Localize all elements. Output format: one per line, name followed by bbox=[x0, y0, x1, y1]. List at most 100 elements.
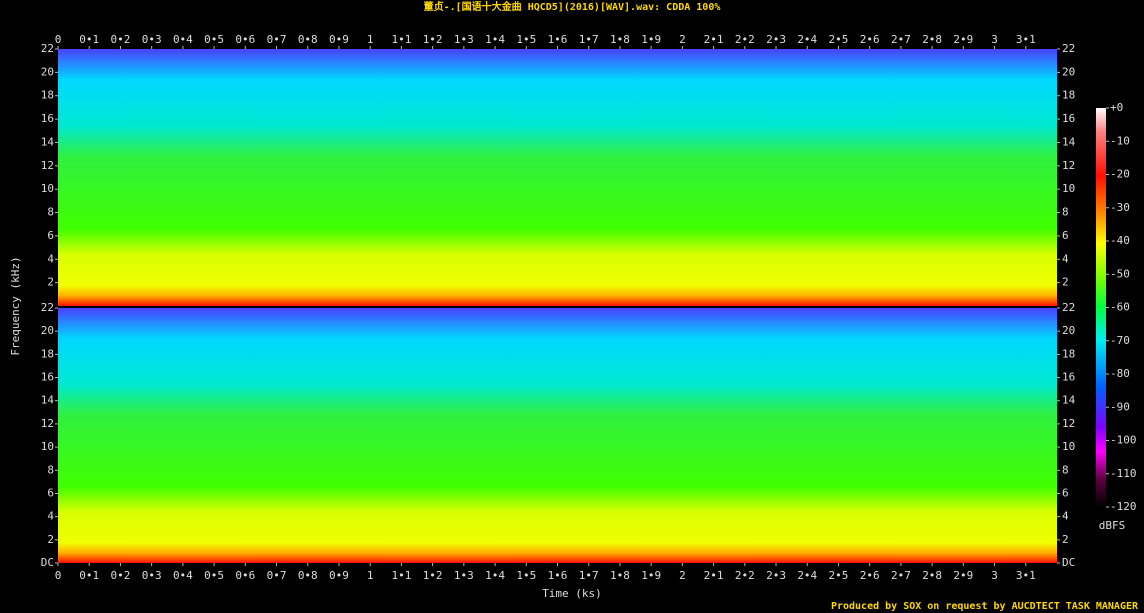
colorbar-tick-label: -100 bbox=[1110, 434, 1137, 447]
x-tick-label: 0•8 bbox=[298, 569, 318, 582]
y-tick-label: 20 bbox=[41, 324, 54, 337]
y-tick-label: 18 bbox=[1062, 347, 1075, 360]
x-tick-label: 1•1 bbox=[391, 33, 411, 46]
colorbar-tick-label: -110 bbox=[1110, 467, 1137, 480]
y-tick-label: 6 bbox=[47, 486, 54, 499]
y-tick-label: 14 bbox=[41, 394, 55, 407]
y-tick-label: 4 bbox=[47, 510, 54, 523]
y-tick-label: 2 bbox=[47, 533, 54, 546]
x-tick-label: 1•3 bbox=[454, 33, 474, 46]
colorbar-tick-label: -50 bbox=[1110, 267, 1130, 280]
y-tick-label: 8 bbox=[1062, 206, 1069, 219]
spectrogram-panel bbox=[58, 49, 1057, 306]
x-tick-label: 0 bbox=[55, 33, 62, 46]
colorbar-label: dBFS bbox=[1099, 519, 1126, 532]
x-tick-label: 2•7 bbox=[891, 569, 911, 582]
x-tick-label: 0•4 bbox=[173, 569, 193, 582]
x-tick-label: 0•9 bbox=[329, 33, 349, 46]
x-tick-label: 0•7 bbox=[267, 569, 287, 582]
colorbar-tick-label: -20 bbox=[1110, 168, 1130, 181]
y-tick-label: 2 bbox=[1062, 533, 1069, 546]
x-tick-label: 0•4 bbox=[173, 33, 193, 46]
y-tick-label: 16 bbox=[1062, 112, 1075, 125]
colorbar-tick-label: -80 bbox=[1110, 367, 1130, 380]
y-tick-label: 8 bbox=[47, 206, 54, 219]
x-tick-label: 2•6 bbox=[860, 569, 880, 582]
x-tick-label: 2•4 bbox=[797, 33, 817, 46]
x-tick-label: 0•2 bbox=[111, 569, 131, 582]
x-tick-label: 0•3 bbox=[142, 33, 162, 46]
y-tick-label: 4 bbox=[1062, 252, 1069, 265]
x-tick-label: 1•8 bbox=[610, 33, 630, 46]
x-tick-label: 0•5 bbox=[204, 569, 224, 582]
x-tick-label: 1•2 bbox=[423, 33, 443, 46]
y-tick-label: 12 bbox=[1062, 159, 1075, 172]
x-tick-label: 2 bbox=[679, 569, 686, 582]
x-tick-label: 0•1 bbox=[79, 33, 99, 46]
x-tick-label: 3•1 bbox=[1016, 569, 1036, 582]
y-tick-label: 22 bbox=[41, 42, 54, 55]
y-tick-label: 10 bbox=[1062, 182, 1075, 195]
x-tick-label: 1•6 bbox=[548, 33, 568, 46]
colorbar-tick-label: -90 bbox=[1110, 400, 1130, 413]
x-tick-label: 3•1 bbox=[1016, 33, 1036, 46]
colorbar-tick-label: -10 bbox=[1110, 134, 1130, 147]
x-tick-label: 0•7 bbox=[267, 33, 287, 46]
x-tick-label: 2•8 bbox=[922, 569, 942, 582]
x-tick-label: 2•9 bbox=[953, 569, 973, 582]
colorbar-tick-label: +0 bbox=[1110, 101, 1123, 114]
x-tick-label: 1 bbox=[367, 569, 374, 582]
x-tick-label: 0•3 bbox=[142, 569, 162, 582]
x-tick-label: 0 bbox=[55, 569, 62, 582]
y-tick-label: 12 bbox=[1062, 417, 1075, 430]
y-tick-label: 4 bbox=[47, 252, 54, 265]
y-tick-label: 2 bbox=[1062, 276, 1069, 289]
y-tick-label: 22 bbox=[1062, 301, 1075, 314]
x-tick-label: 1•9 bbox=[641, 569, 661, 582]
y-tick-label: 6 bbox=[1062, 229, 1069, 242]
y-tick-label: 10 bbox=[1062, 440, 1075, 453]
x-tick-label: 1•5 bbox=[516, 569, 536, 582]
y-tick-label: 22 bbox=[41, 301, 54, 314]
colorbar bbox=[1096, 108, 1106, 507]
x-tick-label: 2•6 bbox=[860, 33, 880, 46]
x-tick-label: 2•3 bbox=[766, 569, 786, 582]
x-tick-label: 1•3 bbox=[454, 569, 474, 582]
colorbar-tick-label: -40 bbox=[1110, 234, 1130, 247]
x-tick-label: 1 bbox=[367, 33, 374, 46]
x-tick-label: 0•6 bbox=[235, 569, 255, 582]
colorbar-tick-label: -60 bbox=[1110, 301, 1130, 314]
y-tick-label: 6 bbox=[47, 229, 54, 242]
footer: Produced by SOX on request by AUCDTECT T… bbox=[831, 601, 1139, 612]
y-tick-label: DC bbox=[41, 556, 54, 569]
x-tick-label: 1•9 bbox=[641, 33, 661, 46]
x-tick-label: 1•1 bbox=[391, 569, 411, 582]
y-tick-label: 10 bbox=[41, 182, 54, 195]
x-tick-label: 2•2 bbox=[735, 33, 755, 46]
x-tick-label: 3 bbox=[991, 569, 998, 582]
y-tick-label: 12 bbox=[41, 417, 54, 430]
x-tick-label: 1•4 bbox=[485, 33, 505, 46]
x-tick-label: 0•1 bbox=[79, 569, 99, 582]
x-tick-label: 1•4 bbox=[485, 569, 505, 582]
y-tick-label: 12 bbox=[41, 159, 54, 172]
y-tick-label: 18 bbox=[41, 347, 54, 360]
y-tick-label: 20 bbox=[41, 65, 54, 78]
x-tick-label: 1•7 bbox=[579, 33, 599, 46]
x-tick-label: 2•4 bbox=[797, 569, 817, 582]
y-tick-label: 8 bbox=[1062, 463, 1069, 476]
x-tick-label: 0•8 bbox=[298, 33, 318, 46]
y-tick-label: 14 bbox=[1062, 135, 1076, 148]
x-tick-label: 1•2 bbox=[423, 569, 443, 582]
y-tick-label: 2 bbox=[47, 276, 54, 289]
x-tick-label: 2•7 bbox=[891, 33, 911, 46]
x-tick-label: 0•6 bbox=[235, 33, 255, 46]
y-tick-label: 22 bbox=[1062, 42, 1075, 55]
x-tick-label: 1•8 bbox=[610, 569, 630, 582]
y-tick-label: 16 bbox=[1062, 371, 1075, 384]
colorbar-tick-label: -120 bbox=[1110, 500, 1137, 513]
spectrogram-panel bbox=[58, 308, 1057, 563]
y-tick-label: 14 bbox=[1062, 394, 1076, 407]
y-tick-label: 20 bbox=[1062, 324, 1075, 337]
